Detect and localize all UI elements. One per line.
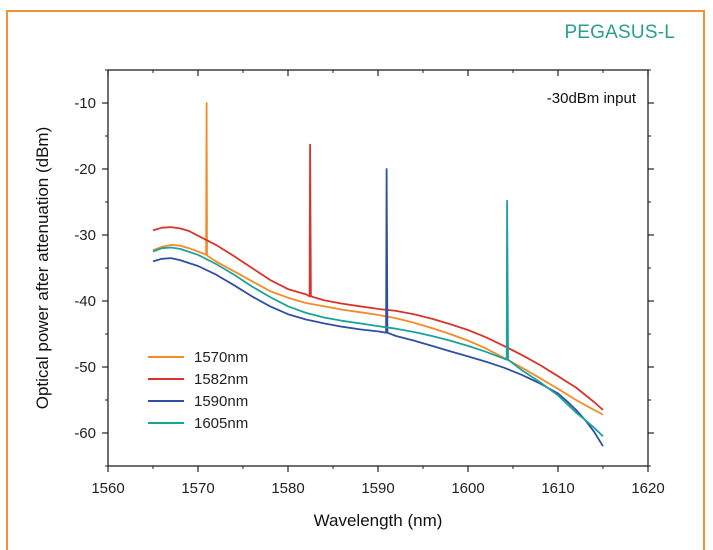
y-tick-label: -30 (74, 227, 96, 244)
ticks-layer: 1560 1570 1580 1590 1600 1610 1620 -60 -50 -40 -30… (74, 69, 665, 497)
y-tick-label: -10 (74, 95, 96, 112)
legend-label-1570nm: 1570nm (194, 349, 248, 366)
legend-label-1590nm: 1590nm (194, 393, 248, 410)
x-tick-label: 1590 (361, 480, 394, 497)
plot-area (107, 69, 649, 467)
y-tick-label: -20 (74, 161, 96, 178)
x-tick-label: 1620 (631, 480, 664, 497)
legend: 1570nm 1582nm 1590nm 1605nm (148, 349, 248, 432)
y-axis-title: Optical power after attenuation (dBm) (33, 127, 52, 410)
series-line-1582nm (152, 143, 604, 411)
legend-label-1582nm: 1582nm (194, 371, 248, 388)
x-tick-label: 1580 (271, 480, 304, 497)
x-tick-label: 1610 (541, 480, 574, 497)
legend-label-1605nm: 1605nm (194, 415, 248, 432)
x-tick-label: 1600 (451, 480, 484, 497)
series-line-1570nm (152, 102, 604, 416)
panel-frame (6, 10, 705, 550)
y-tick-label: -60 (74, 425, 96, 442)
plot-frame (107, 69, 649, 467)
series-line-1605nm (152, 199, 604, 437)
input-power-annotation: -30dBm input (547, 90, 637, 107)
y-tick-label: -40 (74, 293, 96, 310)
x-tick-label: 1560 (91, 480, 124, 497)
x-tick-label: 1570 (181, 480, 214, 497)
y-tick-label: -50 (74, 359, 96, 376)
chart: 1560 1570 1580 1590 1600 1610 1620 -60 -50 -40 -30… (33, 69, 665, 530)
x-axis-title: Wavelength (nm) (314, 511, 443, 530)
brand-label: PEGASUS-L (564, 22, 675, 43)
series-layer (152, 102, 604, 447)
